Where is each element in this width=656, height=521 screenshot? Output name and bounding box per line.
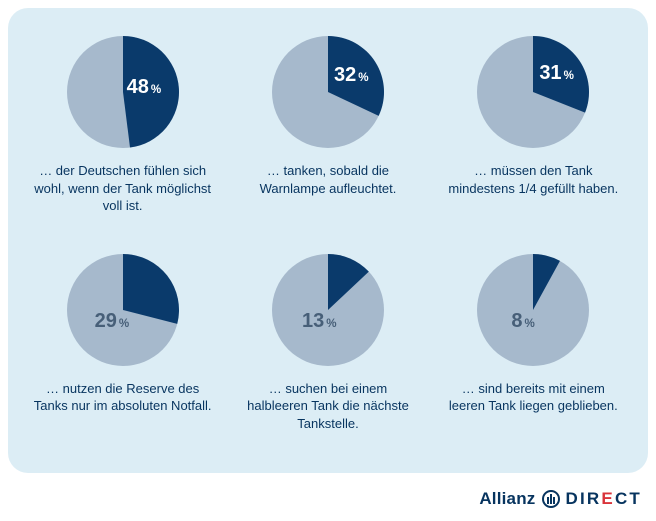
chart-caption: … tanken, sobald die Warnlampe aufleucht…	[238, 162, 418, 197]
infographic-panel: 48% … der Deutschen fühlen sich wohl, wen…	[8, 8, 648, 473]
chart-caption: … nutzen die Reserve des Tanks nur im ab…	[33, 380, 213, 415]
chart-cell: 31% … müssen den Tank mindestens 1/4 gefü…	[437, 36, 630, 236]
pie-chart: 32%	[272, 36, 384, 148]
chart-caption: … sind bereits mit einem leeren Tank lie…	[443, 380, 623, 415]
allianz-logo-icon	[542, 490, 560, 508]
chart-cell: 48% … der Deutschen fühlen sich wohl, wen…	[26, 36, 219, 236]
pie-chart: 8%	[477, 254, 589, 366]
brand-product: DIRECT	[566, 489, 643, 509]
chart-cell: 8% … sind bereits mit einem leeren Tank l…	[437, 254, 630, 454]
chart-caption: … suchen bei einem halbleeren Tank die n…	[238, 380, 418, 433]
chart-cell: 29% … nutzen die Reserve des Tanks nur im…	[26, 254, 219, 454]
chart-cell: 13% … suchen bei einem halbleeren Tank di…	[231, 254, 424, 454]
pie-slice-accent	[123, 36, 179, 148]
pie-chart: 29%	[67, 254, 179, 366]
chart-cell: 32% … tanken, sobald die Warnlampe aufleu…	[231, 36, 424, 236]
pie-chart: 48%	[67, 36, 179, 148]
pie-chart: 13%	[272, 254, 384, 366]
brand-name: Allianz	[479, 489, 535, 509]
chart-caption: … müssen den Tank mindestens 1/4 gefüllt…	[443, 162, 623, 197]
chart-caption: … der Deutschen fühlen sich wohl, wenn d…	[33, 162, 213, 215]
pie-chart: 31%	[477, 36, 589, 148]
brand-footer: Allianz DIRECT	[479, 489, 642, 509]
